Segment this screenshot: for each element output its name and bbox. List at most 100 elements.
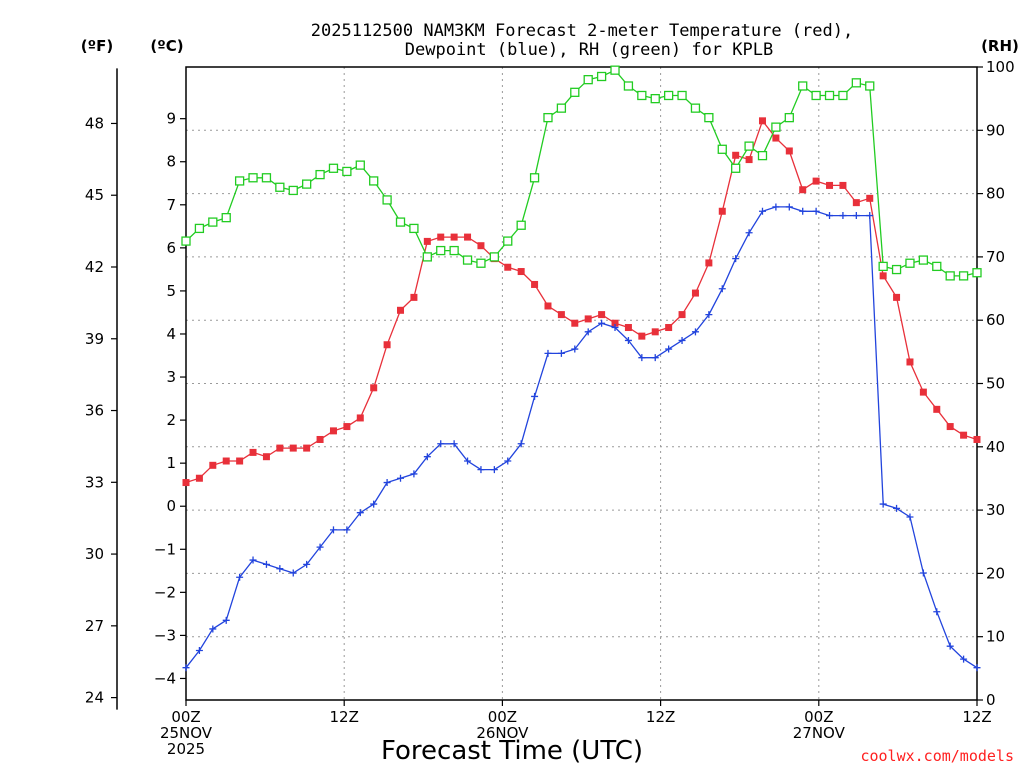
2-meter-temperature-point (209, 461, 217, 469)
relative-humidity-point (824, 90, 835, 101)
fahrenheit-tick-label: 30 (85, 545, 104, 563)
rh-tick-label: 100 (986, 58, 1015, 76)
2-meter-temperature-point (236, 457, 244, 465)
2-meter-temperature-point (946, 423, 954, 431)
celsius-tick-label: 6 (166, 239, 176, 257)
celsius-tick-label: −3 (154, 626, 176, 644)
dewpoint-point (209, 625, 217, 633)
dewpoint-point (973, 664, 981, 672)
x-axis-title: Forecast Time (UTC) (381, 736, 643, 766)
fahrenheit-tick-label: 36 (85, 402, 104, 420)
rh-tick-label: 10 (986, 628, 1005, 646)
celsius-tick-label: 1 (166, 454, 176, 472)
2-meter-temperature-point (450, 233, 458, 241)
celsius-tick-label: −4 (154, 669, 176, 687)
dewpoint-point (758, 207, 766, 215)
dewpoint-point (839, 212, 847, 220)
dewpoint-point (812, 207, 820, 215)
axes: −4−3−2−101234567892427303336394245480102… (85, 58, 1015, 758)
dewpoint-point (651, 354, 659, 362)
relative-humidity-point (811, 90, 821, 101)
relative-humidity-point (878, 261, 888, 272)
relative-humidity-point (208, 217, 218, 227)
dewpoint-point (691, 328, 699, 336)
relative-humidity-point (945, 271, 955, 281)
relative-humidity-point (851, 78, 861, 88)
fahrenheit-tick-label: 24 (85, 689, 104, 707)
dewpoint-point (490, 466, 498, 474)
2-meter-temperature-point (383, 341, 391, 349)
relative-humidity-point (221, 213, 231, 223)
2-meter-temperature-point (316, 435, 324, 443)
dewpoint-series (182, 203, 981, 672)
dewpoint-point (732, 255, 740, 263)
x-tick-label: 26NOV (476, 724, 529, 742)
dewpoint-point (946, 642, 954, 650)
dewpoint-point (316, 543, 324, 551)
x-tick-label: 00Z (804, 708, 833, 726)
celsius-tick-label: −2 (154, 583, 176, 601)
x-tick-label: 2025 (167, 740, 205, 758)
x-tick-label: 12Z (330, 708, 359, 726)
relative-humidity-point (650, 94, 660, 104)
relative-humidity-point (583, 75, 593, 85)
dewpoint-line (185, 206, 978, 669)
2-meter-temperature-point (598, 311, 606, 319)
dewpoint-point (611, 324, 619, 332)
2-meter-temperature-point (812, 177, 820, 185)
2-meter-temperature-point (879, 272, 887, 280)
relative-humidity-point (462, 255, 473, 265)
relative-humidity-point (838, 90, 848, 101)
x-tick-label: 25NOV (160, 724, 213, 742)
dewpoint-point (598, 319, 606, 327)
source-credit: coolwx.com/models (860, 747, 1014, 765)
relative-humidity-point (865, 81, 875, 91)
relative-humidity-point (543, 112, 553, 123)
dewpoint-point (624, 336, 632, 344)
2-meter-temperature-point (504, 263, 512, 271)
2-meter-temperature-point (785, 147, 793, 155)
dewpoint-point (638, 354, 646, 362)
relative-humidity-line (185, 69, 978, 277)
dewpoint-point (531, 392, 539, 400)
dewpoint-point (397, 474, 405, 482)
dewpoint-point (289, 569, 297, 577)
2-meter-temperature-point (410, 293, 418, 301)
relative-humidity-point (784, 112, 794, 123)
2-meter-temperature-point (222, 457, 230, 465)
2-meter-temperature-point (651, 328, 659, 336)
dewpoint-point (678, 336, 686, 344)
2-meter-temperature-point (611, 319, 619, 327)
chart-title-line-1: 2025112500 NAM3KM Forecast 2-meter Tempe… (311, 21, 853, 41)
dewpoint-point (919, 569, 927, 577)
rh-tick-label: 70 (986, 248, 1005, 266)
celsius-tick-label: 4 (166, 325, 176, 343)
fahrenheit-tick-label: 48 (85, 114, 104, 132)
2-meter-temperature-point (919, 388, 927, 396)
dewpoint-point (195, 646, 203, 654)
2-meter-temperature-point (758, 117, 766, 125)
relative-humidity-point (436, 245, 446, 256)
2-meter-temperature-point (303, 444, 311, 452)
2-meter-temperature-point (437, 233, 445, 241)
relative-humidity-point (918, 255, 929, 265)
celsius-tick-label: 2 (166, 411, 176, 429)
celsius-unit-label: (ºC) (150, 37, 183, 55)
x-tick-label: 27NOV (793, 724, 846, 742)
relative-humidity-point (248, 173, 258, 183)
dewpoint-point (718, 285, 726, 293)
rh-tick-label: 80 (986, 185, 1005, 203)
dewpoint-point (423, 453, 431, 461)
relative-humidity-point (503, 236, 513, 246)
chart-title-line-2: Dewpoint (blue), RH (green) for KPLB (405, 40, 773, 60)
rh-unit-label: (RH) (981, 37, 1019, 55)
dewpoint-point (249, 556, 257, 564)
dewpoint-point (665, 345, 673, 353)
celsius-tick-label: 3 (166, 368, 176, 386)
2-meter-temperature-point (718, 207, 726, 215)
2-meter-temperature-point (249, 448, 257, 456)
2-meter-temperature-point (423, 237, 431, 245)
2-meter-temperature-point (745, 156, 753, 164)
celsius-tick-label: −1 (154, 540, 176, 558)
relative-humidity-point (596, 71, 607, 82)
